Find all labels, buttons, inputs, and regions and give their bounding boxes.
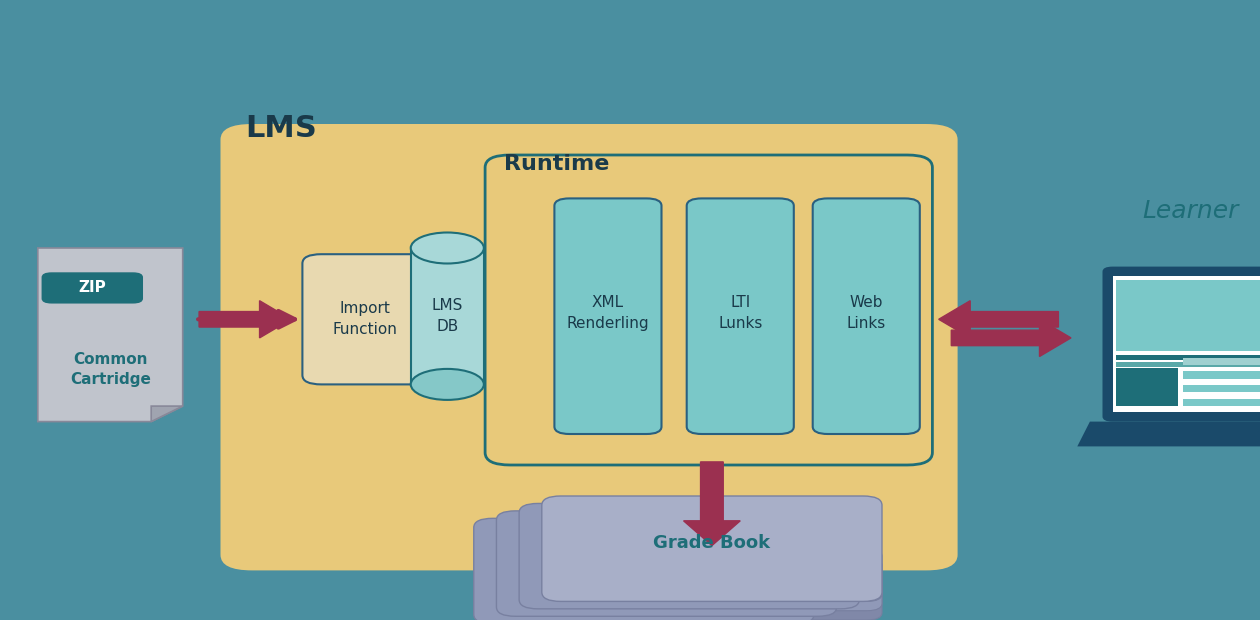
FancyBboxPatch shape (567, 567, 882, 620)
Text: Learner: Learner (1143, 199, 1239, 223)
Ellipse shape (411, 232, 484, 264)
Ellipse shape (411, 369, 484, 400)
FancyBboxPatch shape (1115, 368, 1178, 406)
FancyArrow shape (939, 301, 1058, 338)
FancyArrow shape (199, 301, 291, 338)
Polygon shape (411, 248, 484, 384)
FancyBboxPatch shape (220, 124, 958, 570)
Text: LMS: LMS (246, 113, 318, 143)
Text: XML
Renderling: XML Renderling (567, 295, 649, 331)
FancyBboxPatch shape (1115, 355, 1260, 360)
Text: LMS
DB: LMS DB (432, 298, 462, 334)
FancyBboxPatch shape (42, 272, 142, 304)
FancyBboxPatch shape (496, 511, 837, 616)
FancyArrow shape (683, 462, 740, 546)
FancyBboxPatch shape (1115, 362, 1260, 367)
FancyBboxPatch shape (519, 503, 859, 609)
FancyBboxPatch shape (542, 549, 882, 601)
FancyBboxPatch shape (474, 518, 814, 620)
FancyBboxPatch shape (554, 198, 662, 434)
Polygon shape (38, 248, 183, 422)
FancyBboxPatch shape (1183, 358, 1260, 365)
Polygon shape (1077, 422, 1260, 446)
Text: Web
Links: Web Links (847, 295, 886, 331)
Text: Grade Book: Grade Book (654, 533, 770, 552)
FancyBboxPatch shape (813, 198, 920, 434)
FancyBboxPatch shape (554, 558, 882, 611)
Text: LTI
Lunks: LTI Lunks (718, 295, 762, 331)
FancyBboxPatch shape (1183, 371, 1260, 379)
FancyArrow shape (951, 319, 1071, 356)
Text: ZIP: ZIP (78, 280, 106, 295)
FancyBboxPatch shape (1183, 385, 1260, 392)
FancyBboxPatch shape (302, 254, 428, 384)
Text: Common
Cartridge: Common Cartridge (69, 352, 151, 387)
Text: Runtime: Runtime (504, 154, 610, 174)
Polygon shape (151, 406, 183, 422)
FancyBboxPatch shape (1113, 276, 1260, 412)
FancyBboxPatch shape (687, 198, 794, 434)
FancyBboxPatch shape (542, 496, 882, 601)
FancyBboxPatch shape (1102, 267, 1260, 422)
FancyBboxPatch shape (1183, 399, 1260, 406)
FancyBboxPatch shape (1115, 280, 1260, 351)
Text: Import
Function: Import Function (333, 301, 398, 337)
